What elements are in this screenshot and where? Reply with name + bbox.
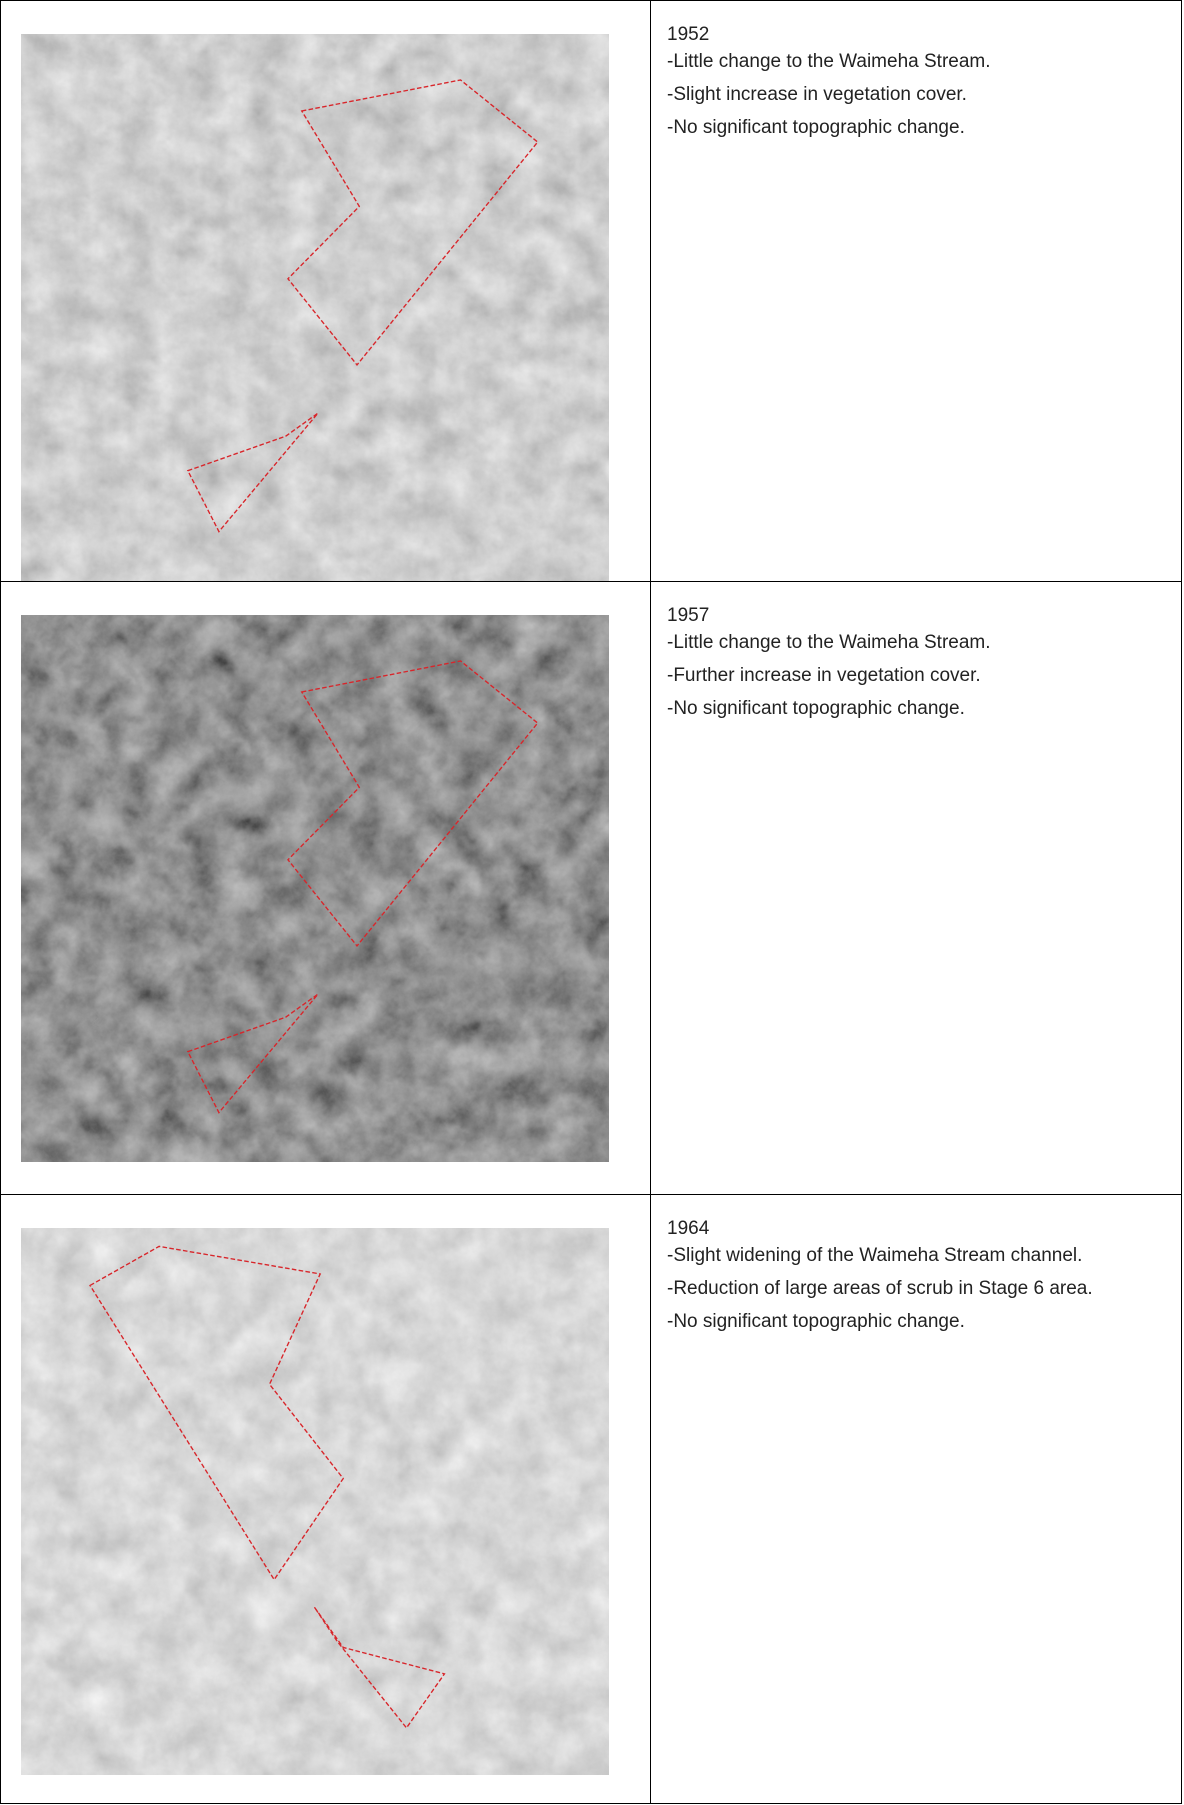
photo-table: 1952-Little change to the Waimeha Stream… <box>0 0 1182 1804</box>
photo-texture <box>21 1228 609 1775</box>
year-heading: 1952 <box>667 21 1167 48</box>
year-heading: 1964 <box>667 1215 1167 1242</box>
note: -Further increase in vegetation cover. <box>667 662 1167 689</box>
note: -No significant topographic change. <box>667 1308 1167 1335</box>
table-row: 1952-Little change to the Waimeha Stream… <box>1 1 1182 582</box>
aerial-photo <box>21 1228 609 1775</box>
table-row: 1964-Slight widening of the Waimeha Stre… <box>1 1195 1182 1804</box>
notes-cell: 1964-Slight widening of the Waimeha Stre… <box>651 1195 1182 1804</box>
photo-cell <box>1 1 651 582</box>
note: -No significant topographic change. <box>667 695 1167 722</box>
notes-cell: 1957-Little change to the Waimeha Stream… <box>651 582 1182 1195</box>
aerial-photo <box>21 34 609 581</box>
note: -Reduction of large areas of scrub in St… <box>667 1275 1167 1302</box>
photo-texture <box>21 615 609 1162</box>
note: -Slight widening of the Waimeha Stream c… <box>667 1242 1167 1269</box>
note: -Little change to the Waimeha Stream. <box>667 629 1167 656</box>
year-heading: 1957 <box>667 602 1167 629</box>
photo-texture <box>21 34 609 581</box>
note: -Slight increase in vegetation cover. <box>667 81 1167 108</box>
note: -No significant topographic change. <box>667 114 1167 141</box>
table-row: 1957-Little change to the Waimeha Stream… <box>1 582 1182 1195</box>
photo-cell <box>1 582 651 1195</box>
aerial-photo <box>21 615 609 1162</box>
notes-cell: 1952-Little change to the Waimeha Stream… <box>651 1 1182 582</box>
note: -Little change to the Waimeha Stream. <box>667 48 1167 75</box>
photo-cell <box>1 1195 651 1804</box>
